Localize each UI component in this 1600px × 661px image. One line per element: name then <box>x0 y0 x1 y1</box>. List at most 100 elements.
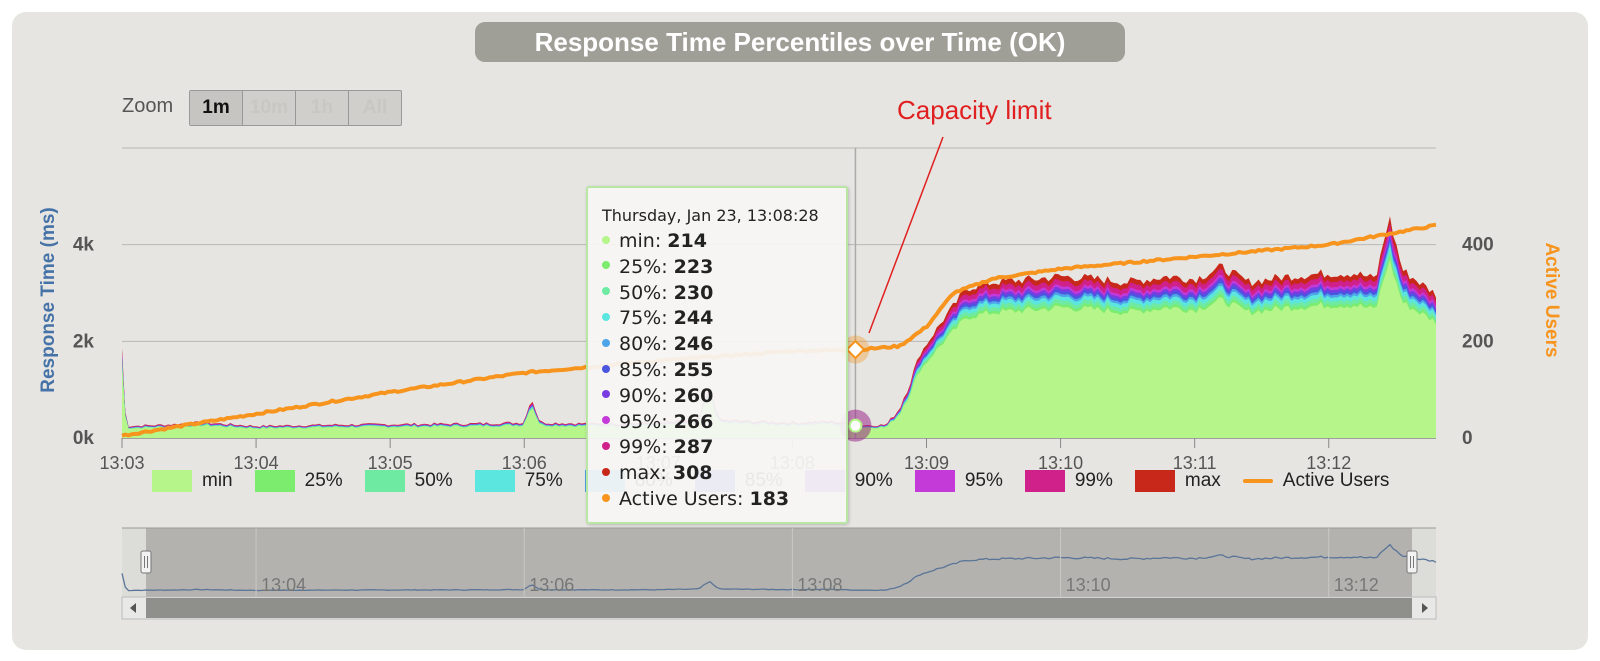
tooltip-value: 230 <box>673 281 714 304</box>
tooltip-label: min: <box>619 230 668 252</box>
tooltip-value: 260 <box>673 384 714 407</box>
tooltip-value: 255 <box>673 359 714 381</box>
y-axis-left-title: Response Time (ms) <box>38 207 59 393</box>
tooltip-label: max: <box>619 462 673 485</box>
tooltip-header: Thursday, Jan 23, 13:08:28 <box>602 206 819 225</box>
navigator-tick-label: 13:06 <box>529 575 574 595</box>
x-tick-label: 13:09 <box>904 453 949 473</box>
scrollbar-thumb[interactable] <box>146 598 1412 618</box>
y-left-tick-label: 2k <box>73 331 95 352</box>
x-tick-label: 13:05 <box>368 453 413 473</box>
navigator-tick-label: 13:08 <box>797 575 842 595</box>
tooltip-value: 266 <box>673 410 714 433</box>
legend-swatch <box>152 470 192 492</box>
zoom-1h-button[interactable]: 1h <box>296 91 349 125</box>
tooltip-dot <box>602 287 610 296</box>
tooltip-dot <box>602 441 610 450</box>
legend-swatch <box>1134 470 1175 492</box>
zoom-label: Zoom <box>122 95 174 117</box>
x-tick-label: 13:03 <box>99 453 144 473</box>
legend-swatch <box>364 470 405 492</box>
y-right-tick-label: 400 <box>1462 235 1494 256</box>
area-min <box>122 259 1436 438</box>
scroll-right-arrow-icon[interactable] <box>1422 603 1428 613</box>
tooltip: Thursday, Jan 23, 13:08:28 min: 214 25%: … <box>586 186 848 524</box>
tooltip-label: 85%: <box>619 359 674 381</box>
tooltip-dot <box>602 338 610 347</box>
legend-label: 50% <box>414 470 453 491</box>
zoom-all-button[interactable]: All <box>362 97 388 118</box>
handle-body <box>1406 550 1418 574</box>
hover-users-marker <box>845 339 866 360</box>
legend-item-50-[interactable]: 50% <box>364 470 453 492</box>
navigator-left-handle[interactable] <box>140 550 152 574</box>
navigator-selection <box>146 528 1412 597</box>
y-left-tick-label: 0k <box>73 428 95 449</box>
legend-label: 25% <box>304 470 343 491</box>
tooltip-label: 80%: <box>619 333 674 356</box>
navigator-tick-label: 13:10 <box>1066 575 1111 595</box>
tooltip-dot <box>602 467 610 476</box>
tooltip-row: 90%: 260 <box>602 383 713 409</box>
tooltip-dot <box>602 390 610 399</box>
legend-item-max[interactable]: max <box>1134 470 1221 492</box>
legend-label: 90% <box>854 470 893 491</box>
tooltip-value: 214 <box>667 230 707 252</box>
tooltip-dot <box>602 416 610 425</box>
legend-label: Active Users <box>1282 470 1390 491</box>
tooltip-row: 25%: 223 <box>602 254 713 280</box>
navigator[interactable]: 13:04 13:06 13:08 13:10 13:12 <box>121 527 1437 620</box>
navigator-tick-label: 13:12 <box>1334 575 1379 595</box>
legend-label: 99% <box>1074 470 1113 491</box>
legend-swatch <box>254 470 295 492</box>
tooltip-label: 75%: <box>619 307 674 330</box>
tooltip-label: 90%: <box>619 384 674 407</box>
y-axis-right-title: Active Users <box>1541 242 1562 358</box>
legend-swatch <box>1242 479 1273 483</box>
hover-response-marker <box>848 418 863 433</box>
x-tick-label: 13:10 <box>1038 453 1083 473</box>
tooltip-dot <box>602 261 610 270</box>
legend-swatch <box>1024 470 1065 492</box>
zoom-10m-button[interactable]: 10m <box>243 91 296 125</box>
x-tick-label: 13:04 <box>234 453 279 473</box>
scroll-left-arrow-icon[interactable] <box>130 603 136 613</box>
legend-item-min[interactable]: min <box>152 470 233 492</box>
x-tick-label: 13:12 <box>1306 453 1351 473</box>
tooltip-row: min: 214 <box>602 228 707 254</box>
legend-swatch <box>474 470 515 492</box>
handle-body <box>140 550 152 574</box>
x-tick-label: 13:11 <box>1173 453 1217 473</box>
legend-item-25-[interactable]: 25% <box>254 470 343 492</box>
legend-item-99-[interactable]: 99% <box>1024 470 1113 492</box>
legend-label: 75% <box>524 470 563 491</box>
navigator-tick-label: 13:04 <box>261 575 306 595</box>
y-left-tick-label: 4k <box>73 235 95 256</box>
response-time-areas <box>122 216 1436 438</box>
tooltip-value: 246 <box>673 333 714 356</box>
tooltip-row: max: 308 <box>602 460 713 486</box>
tooltip-row: 80%: 246 <box>602 331 713 357</box>
navigator-series-line <box>121 543 1437 592</box>
tooltip-row: 99%: 287 <box>602 434 713 460</box>
legend-swatch <box>914 470 955 492</box>
legend-item-active-users[interactable]: Active Users <box>1242 470 1390 492</box>
legend-item-75-[interactable]: 75% <box>474 470 563 492</box>
zoom-1m-button[interactable]: 1m <box>190 91 243 125</box>
tooltip-row: Active Users: 183 <box>602 486 789 512</box>
tooltip-value: 223 <box>673 255 714 278</box>
tooltip-label: 50%: <box>619 281 674 304</box>
navigator-right-handle[interactable] <box>1406 550 1418 574</box>
zoom-buttons: 1m 10m 1h All <box>189 90 402 126</box>
x-tick-label: 13:06 <box>502 453 547 473</box>
legend-item-95-[interactable]: 95% <box>914 470 1003 492</box>
y-right-tick-label: 200 <box>1462 331 1494 352</box>
tooltip-label: 95%: <box>619 410 674 433</box>
tooltip-row: 75%: 244 <box>602 305 713 331</box>
tooltip-dot <box>602 235 610 244</box>
tooltip-dot <box>602 364 610 373</box>
tooltip-value: 287 <box>673 436 714 459</box>
legend-label: min <box>202 470 233 491</box>
tooltip-row: 50%: 230 <box>602 280 713 306</box>
